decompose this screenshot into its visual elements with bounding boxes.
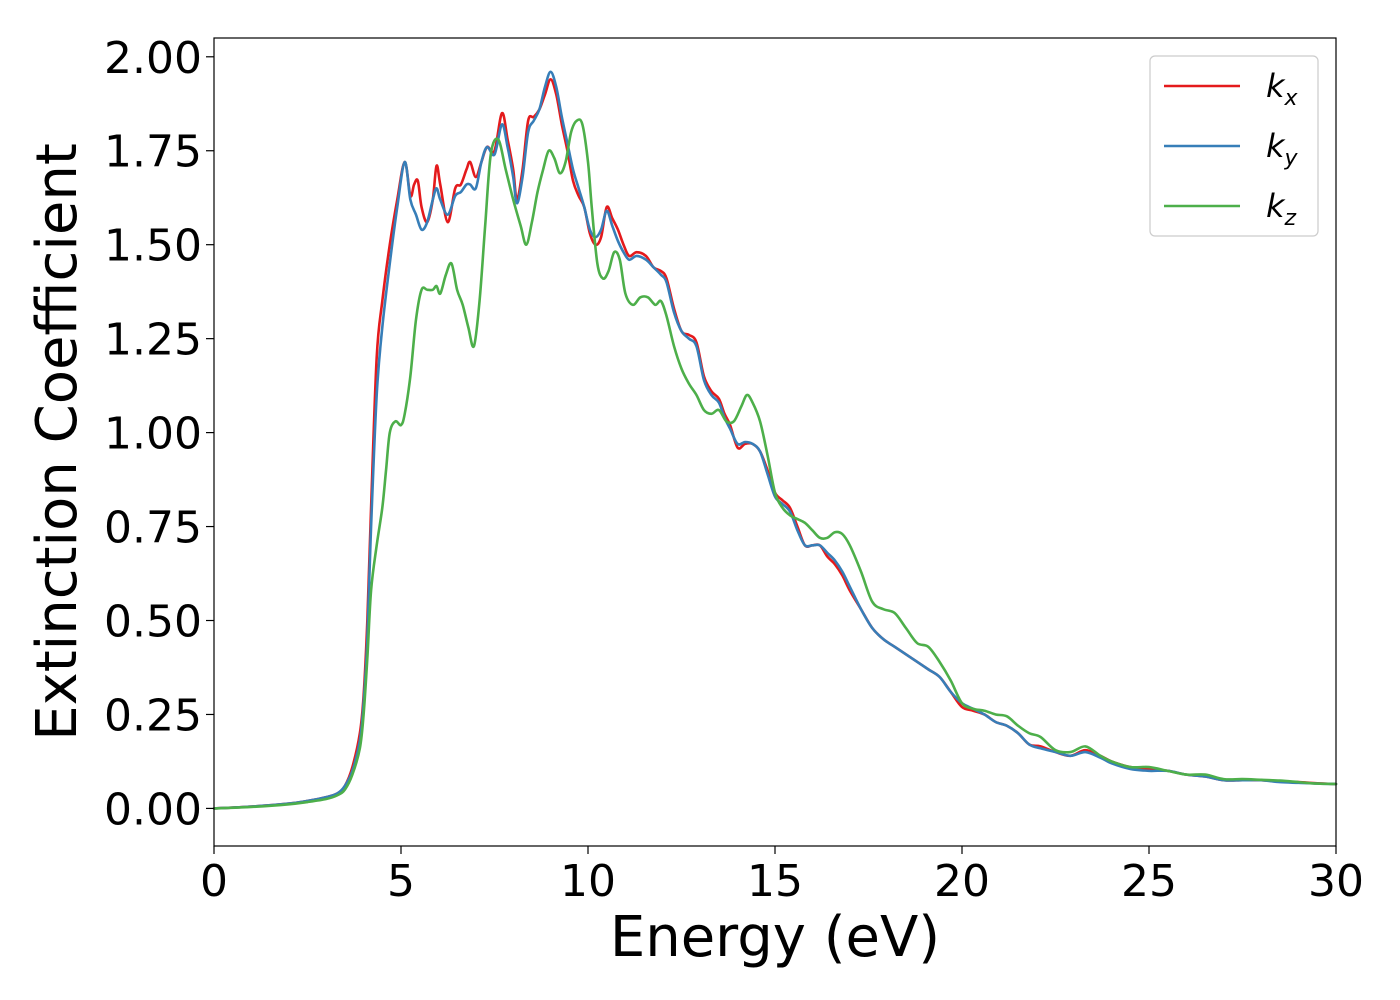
y-tick-label: 2.00 [104, 33, 202, 84]
y-tick-label: 1.25 [104, 315, 202, 366]
series-line-kz [212, 118, 1338, 810]
y-tick-label: 0.75 [104, 503, 202, 554]
y-tick-label: 1.00 [104, 409, 202, 460]
series-layer [212, 70, 1338, 810]
legend: kx ky kz [1149, 55, 1319, 237]
x-tick-label: 0 [200, 856, 228, 907]
y-tick-label: 0.50 [104, 597, 202, 648]
x-axis-label: Energy (eV) [610, 905, 940, 970]
legend-label-kz: kz [1266, 187, 1297, 231]
y-axis-label: Extinction Coefficient [25, 143, 90, 741]
x-tick-label: 30 [1308, 856, 1364, 907]
x-tick-label: 25 [1121, 856, 1177, 907]
x-tick-label: 5 [387, 856, 415, 907]
y-tick-label: 1.50 [104, 221, 202, 272]
x-tick-label: 20 [934, 856, 990, 907]
y-tick-label: 0.25 [104, 690, 202, 741]
y-tick-label: 0.00 [104, 784, 202, 835]
x-tick-label: 10 [560, 856, 616, 907]
y-tick-label: 1.75 [104, 127, 202, 178]
legend-label-ky: ky [1266, 127, 1299, 171]
x-tick-label: 15 [747, 856, 803, 907]
axes-layer: 0 5 10 15 20 25 30 0.00 0.25 0.50 0.75 1.00 1.25 1.50… [104, 33, 1364, 907]
series-line-ky [212, 70, 1338, 810]
legend-label-kx: kx [1266, 67, 1299, 111]
